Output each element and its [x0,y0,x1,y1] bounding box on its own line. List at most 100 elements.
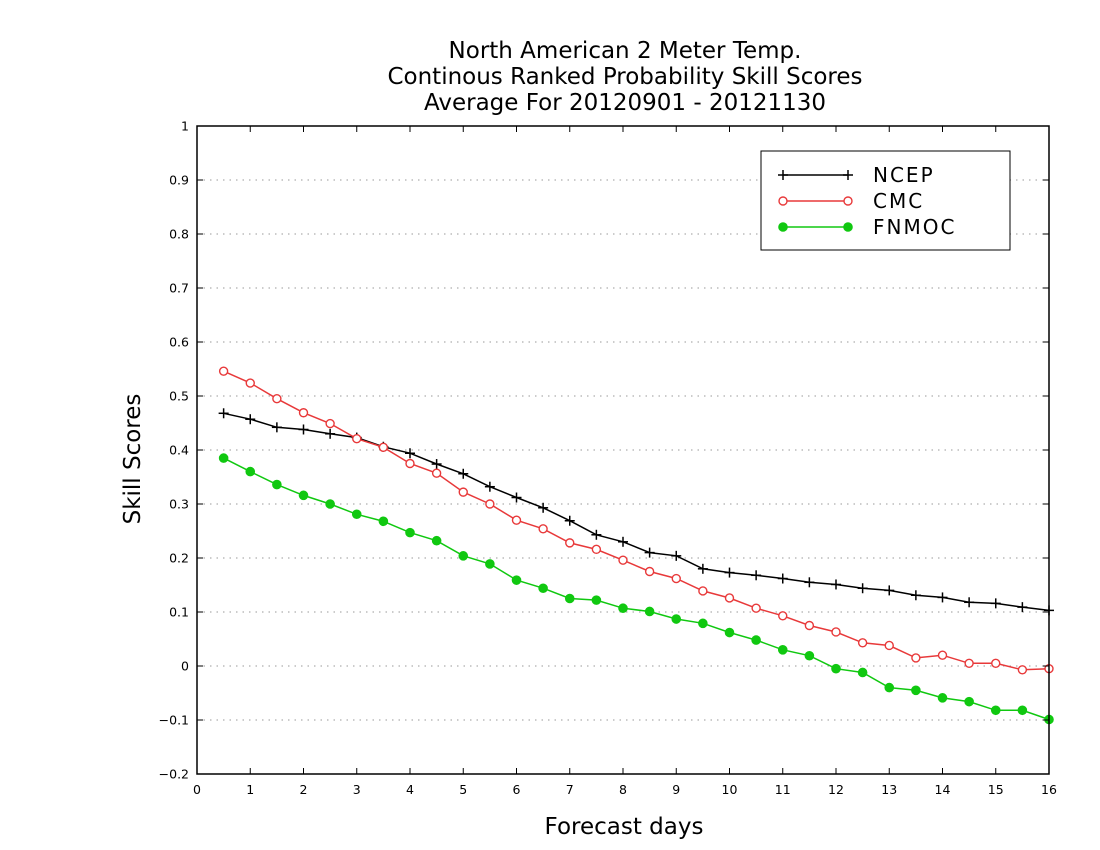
y-tick-label: −0.1 [159,713,189,728]
x-tick-label: 11 [775,782,791,797]
series-fnmoc-point [990,705,1001,716]
y-tick-label: 0.7 [169,281,189,296]
series-fnmoc-point [1017,705,1028,716]
series-fnmoc-point [751,635,761,645]
series-ncep-point [990,598,1001,609]
series-fnmoc-point [857,667,868,678]
series-fnmoc-point [618,603,628,614]
gridlines [197,179,1049,721]
series-fnmoc-line [223,457,1050,721]
x-tick-label: 15 [988,782,1004,797]
legend-cmc-point [778,196,788,206]
series-ncep-point [884,585,895,596]
x-tick-label: 14 [935,782,951,797]
series-ncep-point [325,428,336,439]
series-fnmoc-point [564,593,575,604]
series-cmc-point [405,458,415,469]
series-cmc-point [298,408,309,418]
series-cmc-point [458,487,468,497]
series-fnmoc-point [272,479,282,490]
y-axis-ticks: −0.2 −0.1 0 0.1 0.2 0.3 0.4 0.5 0.6 0.7 0.8 0.9 1 [159,119,1049,782]
legend-fnmoc-point [843,222,853,232]
x-tick-label: 9 [672,782,680,797]
x-tick-label: 0 [193,782,201,797]
series-fnmoc-point [591,595,602,605]
series-cmc-point [352,433,362,444]
series-fnmoc-point [245,466,256,477]
series-fnmoc-point [351,509,362,520]
chart-title: North American 2 Meter Temp. Continous R… [387,38,862,116]
y-tick-label: −0.2 [159,767,189,782]
series-ncep-point [857,583,868,594]
series-cmc-point [991,658,1001,668]
series-fnmoc-point [511,575,522,585]
series-ncep [218,408,1054,616]
series-ncep-point [298,424,309,435]
series-fnmoc-point [431,535,442,546]
legend-fnmoc-point [778,222,788,232]
series-ncep-point [804,577,815,588]
y-tick-label: 0.2 [169,551,189,566]
x-tick-label: 2 [300,782,308,797]
y-tick-label: 0.5 [169,389,189,404]
series-fnmoc [218,453,1054,725]
x-tick-label: 1 [246,782,254,797]
series-cmc-point [857,638,868,648]
series-fnmoc-point [831,663,841,674]
series-fnmoc-point [485,559,495,569]
series-ncep-point [697,563,708,574]
legend-label-cmc: CMC [873,189,924,213]
series-ncep-point [458,468,469,479]
series-ncep-point [1017,602,1028,613]
series-ncep-point [245,414,256,425]
y-tick-label: 0.1 [169,605,189,620]
series-cmc-point [911,653,921,663]
series-fnmoc-point [698,618,708,629]
series-cmc-point [618,555,628,565]
legend-ncep-point [778,170,788,180]
y-tick-label: 0.6 [169,335,189,350]
series-cmc-line [223,370,1050,671]
x-tick-label: 8 [619,782,627,797]
series-fnmoc-point [378,516,389,527]
series-ncep-point [511,492,522,503]
legend-label-fnmoc: FNMOC [873,215,956,239]
series-cmc-point [698,586,708,596]
series-ncep-point [591,529,602,540]
legend-item-fnmoc: FNMOC [778,215,956,239]
series-fnmoc-point [724,627,735,638]
series-ncep-point [964,597,975,608]
series-cmc-point [378,442,389,452]
series-ncep-point [431,459,442,470]
series-layer [218,366,1054,725]
x-tick-label: 3 [353,782,361,797]
series-cmc-point [778,611,788,621]
chart-title-line-1: North American 2 Meter Temp. [449,38,802,64]
series-cmc-point [751,603,761,613]
y-tick-label: 0 [181,659,189,674]
series-cmc-point [724,593,735,603]
series-ncep-point [644,547,655,558]
series-cmc-point [431,468,442,478]
series-cmc-point [325,418,335,429]
series-ncep-point [564,515,575,526]
series-cmc-point [511,515,522,525]
series-fnmoc-point [218,453,229,463]
series-ncep-point [405,448,415,459]
series-ncep-point [271,422,282,433]
x-tick-label: 7 [566,782,574,797]
chart-title-line-3: Average For 20120901 - 20121130 [424,90,826,116]
legend-label-ncep: NCEP [873,163,935,187]
x-tick-label: 16 [1041,782,1057,797]
series-fnmoc-point [671,614,682,624]
x-axis-label: Forecast days [545,814,704,840]
x-tick-label: 6 [513,782,521,797]
series-ncep-point [218,408,229,419]
series-fnmoc-point [458,551,469,561]
legend-item-ncep: NCEP [778,163,935,187]
series-fnmoc-point [298,490,309,501]
x-tick-label: 5 [459,782,467,797]
series-fnmoc-point [884,682,895,693]
